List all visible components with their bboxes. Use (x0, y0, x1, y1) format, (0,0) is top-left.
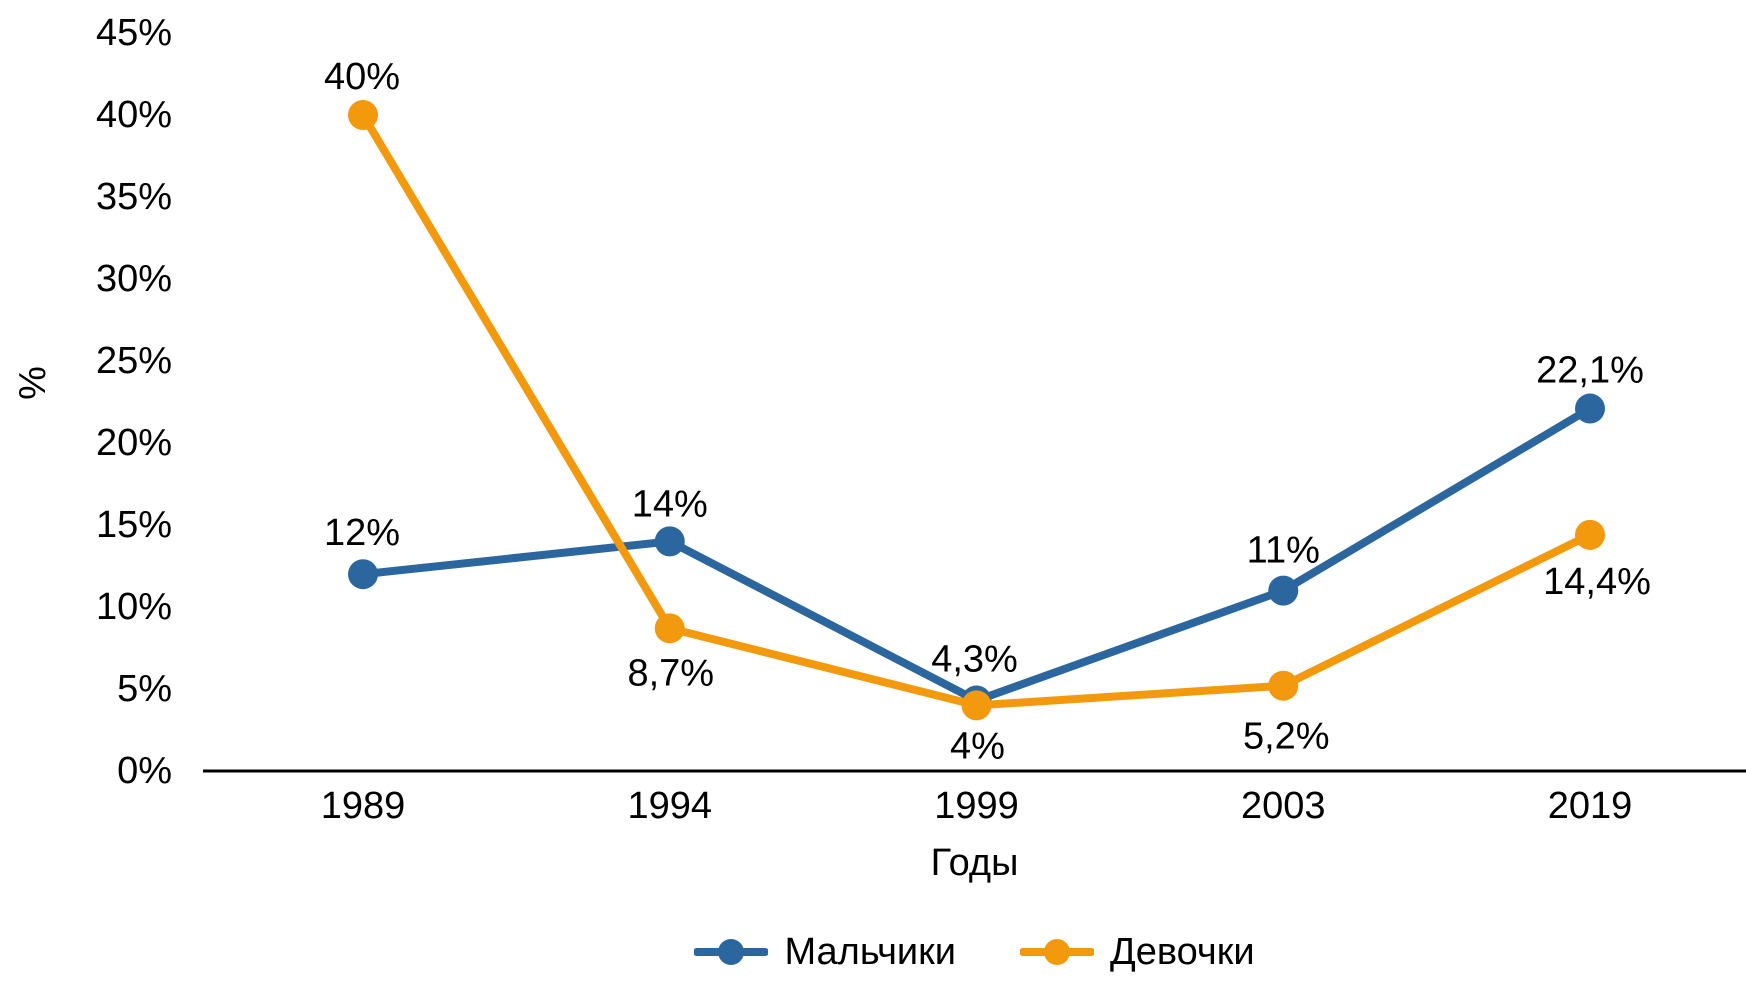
legend: Мальчики Девочки (203, 924, 1746, 980)
y-tick-label: 30% (96, 258, 172, 300)
series-boys-point (654, 526, 685, 557)
series-boys-point (1268, 575, 1299, 606)
legend-label-boys: Мальчики (784, 930, 956, 973)
x-tick-label: 2019 (1548, 785, 1633, 827)
series-girls-data-label: 14,4% (1543, 561, 1651, 603)
y-tick-label: 10% (96, 586, 172, 628)
y-axis-title: % (11, 366, 54, 400)
series-boys-data-label: 12% (324, 512, 400, 554)
legend-item-boys: Мальчики (694, 931, 956, 974)
series-girls-point (654, 613, 685, 644)
x-tick-label: 2003 (1241, 785, 1326, 827)
y-tick-label: 0% (117, 750, 172, 792)
legend-label-girls: Девочки (1109, 930, 1255, 973)
series-boys-point (1575, 393, 1605, 424)
x-tick-label: 1994 (627, 785, 712, 827)
series-girls-point (1575, 519, 1605, 550)
series-girls-point (348, 100, 378, 130)
y-tick-label: 25% (96, 340, 172, 382)
series-girls-line (359, 111, 1594, 710)
series-boys-point (348, 559, 378, 590)
y-tick-label: 40% (96, 94, 172, 136)
y-tick-label: 35% (96, 176, 172, 218)
series-boys-data-label: 22,1% (1536, 350, 1644, 392)
series-girls-data-label: 5,2% (1243, 716, 1330, 758)
x-tick-label: 1989 (321, 785, 406, 827)
series-girls-point (1268, 670, 1299, 701)
y-tick-label: 45% (96, 12, 172, 54)
series-girls-data-label: 4% (950, 725, 1005, 767)
y-tick-label: 15% (96, 504, 172, 546)
y-tick-label: 5% (117, 668, 172, 710)
series-boys-data-label: 14% (632, 483, 708, 525)
series-girls-point (961, 690, 992, 721)
series-girls-data-label: 8,7% (627, 652, 714, 694)
x-axis-title: Годы (930, 842, 1019, 884)
legend-marker-boys-icon (694, 939, 769, 965)
legend-marker-girls-icon (1019, 939, 1094, 965)
y-tick-label: 20% (96, 422, 172, 464)
series-boys-data-label: 4,3% (931, 638, 1018, 680)
legend-item-girls: Девочки (1019, 930, 1255, 974)
series-girls-data-label: 40% (324, 56, 400, 98)
series-boys-data-label: 11% (1247, 530, 1320, 572)
x-tick-label: 1999 (934, 785, 1019, 827)
